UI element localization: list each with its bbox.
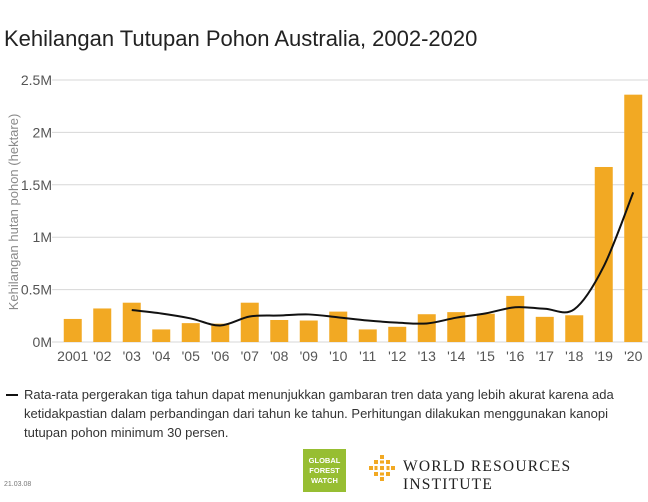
bar-02 [93, 308, 112, 342]
x-tick-label: '05 [182, 348, 200, 364]
x-tick-label: '20 [624, 348, 642, 364]
x-tick-label: '07 [241, 348, 259, 364]
trend-line [131, 191, 635, 327]
gfw-logo-text: GLOBAL FOREST WATCH [308, 455, 341, 485]
x-tick-label: '02 [93, 348, 111, 364]
x-tick-label: '13 [418, 348, 436, 364]
bar-16 [506, 295, 525, 342]
x-tick-label: '09 [300, 348, 318, 364]
bar-06 [211, 323, 230, 342]
bar-07 [240, 302, 259, 342]
y-tick-label: 0.5M [21, 282, 52, 298]
bar-14 [447, 312, 466, 342]
bar-03 [122, 302, 141, 342]
x-tick-label: '17 [536, 348, 554, 364]
x-tick-label: '15 [477, 348, 495, 364]
bar-15 [476, 313, 495, 342]
bar-18 [565, 315, 584, 342]
x-tick-label: '19 [595, 348, 613, 364]
legend-line-swatch [6, 394, 18, 396]
x-tick-label: '11 [359, 348, 376, 364]
x-tick-label: '04 [152, 348, 170, 364]
y-tick-label: 2.5M [21, 72, 52, 88]
bar-17 [535, 316, 554, 342]
x-tick-label: '12 [388, 348, 406, 364]
bar-10 [329, 311, 348, 342]
bar-09 [299, 320, 318, 342]
x-tick-label: '14 [447, 348, 465, 364]
y-tick-label: 1.5M [21, 177, 52, 193]
legend-note: Rata-rata pergerakan tiga tahun dapat me… [24, 387, 614, 440]
x-tick-label: 2001 [57, 348, 88, 364]
y-tick-label: 1M [33, 229, 52, 245]
bar-04 [152, 329, 171, 342]
x-tick-label: '10 [329, 348, 347, 364]
x-tick-label: '03 [123, 348, 141, 364]
y-tick-label: 0M [33, 334, 52, 350]
bar-05 [181, 323, 200, 342]
bar-08 [270, 319, 289, 342]
x-tick-label: '08 [270, 348, 288, 364]
chart-title: Kehilangan Tutupan Pohon Australia, 2002… [4, 26, 477, 51]
bar-19 [594, 166, 613, 342]
chart-canvas: Kehilangan Tutupan Pohon Australia, 2002… [4, 26, 648, 364]
wri-logo-text: WORLD RESOURCES INSTITUTE [403, 458, 572, 493]
bars [63, 94, 643, 342]
y-ticks: 0M 0.5M 1M 1.5M 2M 2.5M [21, 72, 52, 350]
bar-12 [388, 326, 407, 342]
y-tick-label: 2M [33, 124, 52, 140]
x-tick-label: '06 [211, 348, 229, 364]
grid-layer [52, 79, 648, 343]
bar-2001 [63, 318, 82, 342]
bar-20 [624, 94, 643, 342]
x-ticks: 2001 '02 '03 '04 '05 '06 '07 '08 '09 '10 '11 '12 '13… [57, 348, 642, 364]
bar-13 [417, 314, 436, 342]
y-axis-label: Kehilangan hutan pohon (hektare) [6, 114, 21, 311]
x-tick-label: '16 [506, 348, 524, 364]
bar-11 [358, 329, 377, 342]
x-tick-label: '18 [565, 348, 583, 364]
date-stamp: 21.03.08 [4, 481, 32, 488]
wri-logo-mark [369, 455, 395, 481]
gfw-logo: GLOBAL FOREST WATCH [303, 449, 346, 492]
